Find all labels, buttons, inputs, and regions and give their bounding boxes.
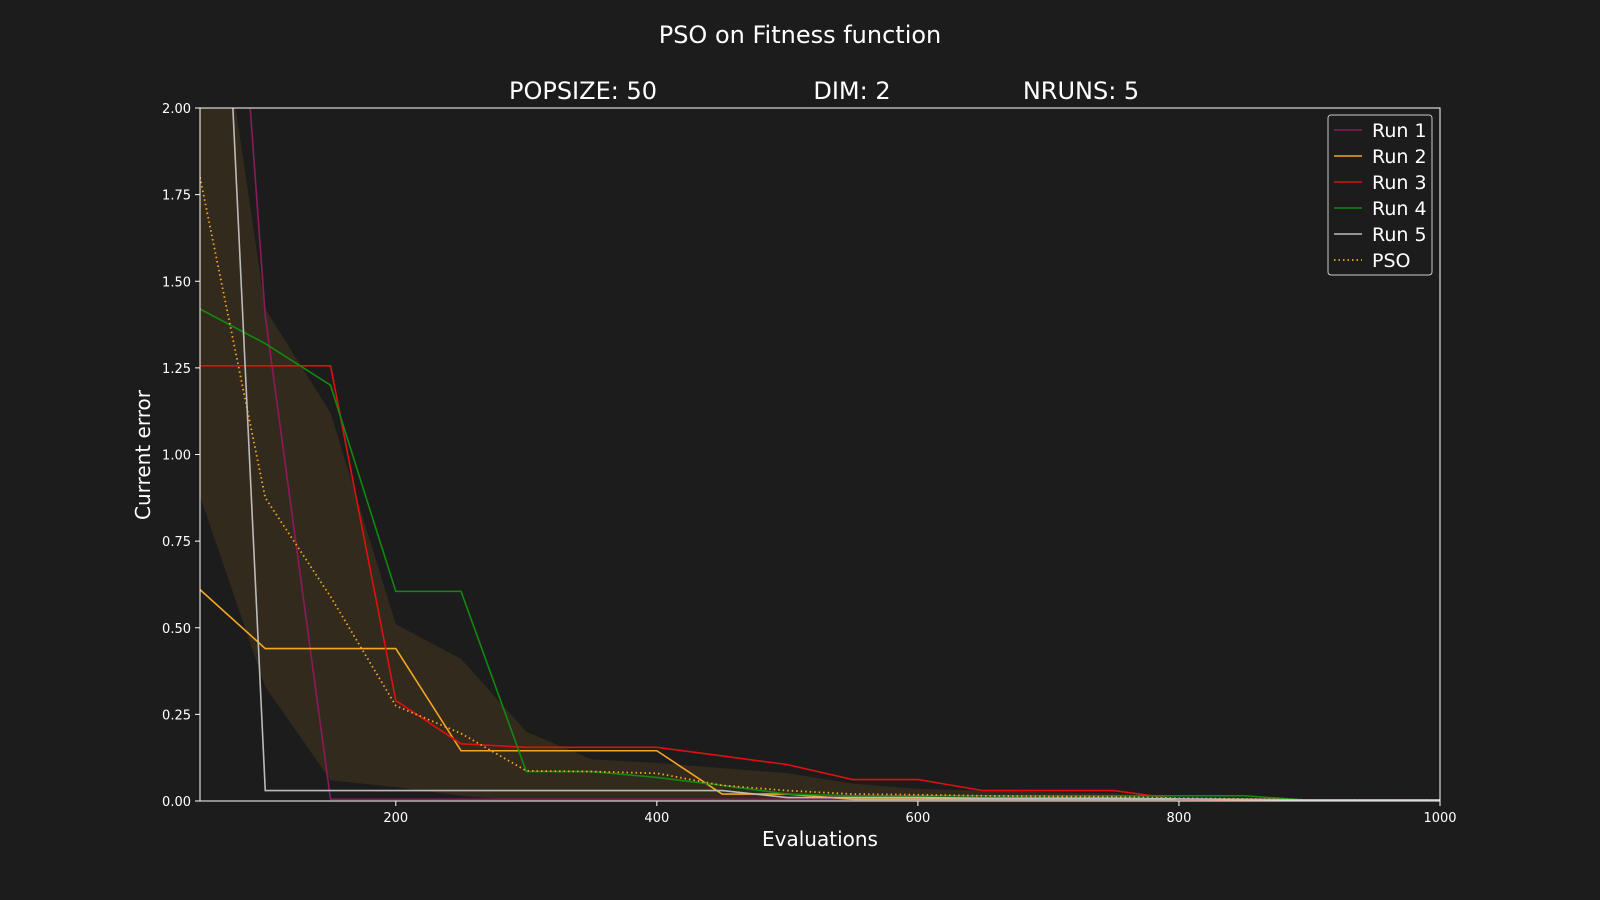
y-tick-label: 1.00 [162, 449, 191, 464]
legend: Run 1 Run 2 Run 3 Run 4 Run 5 PSO [1327, 114, 1433, 276]
chart-title: PSO on Fitness function [659, 21, 942, 49]
y-axis: 0.00 0.25 0.50 0.75 1.00 1.25 1.50 1.75 2.00 [162, 102, 200, 810]
x-tick-label: 400 [644, 811, 669, 826]
x-tick-label: 600 [905, 811, 930, 826]
subtitle-dim: DIM: 2 [813, 77, 890, 105]
y-tick-label: 2.00 [162, 102, 191, 117]
subtitle-popsize: POPSIZE: 50 [509, 77, 657, 105]
y-tick-label: 1.25 [162, 362, 191, 377]
y-tick-label: 0.25 [162, 708, 191, 723]
legend-box [1327, 114, 1433, 276]
y-tick-label: 1.50 [162, 275, 191, 290]
y-tick-label: 0.50 [162, 622, 191, 637]
legend-label: PSO [1372, 250, 1410, 272]
x-tick-label: 1000 [1423, 811, 1456, 826]
y-axis-label: Current error [131, 389, 155, 520]
legend-label: Run 4 [1372, 198, 1427, 220]
x-tick-label: 800 [1167, 811, 1192, 826]
subtitle-nruns: NRUNS: 5 [1023, 77, 1139, 105]
x-tick-label: 200 [383, 811, 408, 826]
legend-label: Run 2 [1372, 146, 1427, 168]
x-axis: 200 400 600 800 1000 [383, 801, 1457, 826]
y-tick-label: 0.00 [162, 795, 191, 810]
legend-label: Run 5 [1372, 224, 1427, 246]
pso-std-band [200, 108, 1440, 801]
y-tick-label: 1.75 [162, 189, 191, 204]
series-line-run-4 [200, 308, 1440, 801]
plot-area [199, 107, 1441, 802]
y-tick-label: 0.75 [162, 535, 191, 550]
legend-label: Run 1 [1372, 120, 1427, 142]
legend-label: Run 3 [1372, 172, 1427, 194]
series-line-run-5 [232, 108, 1440, 801]
x-axis-label: Evaluations [762, 827, 878, 851]
